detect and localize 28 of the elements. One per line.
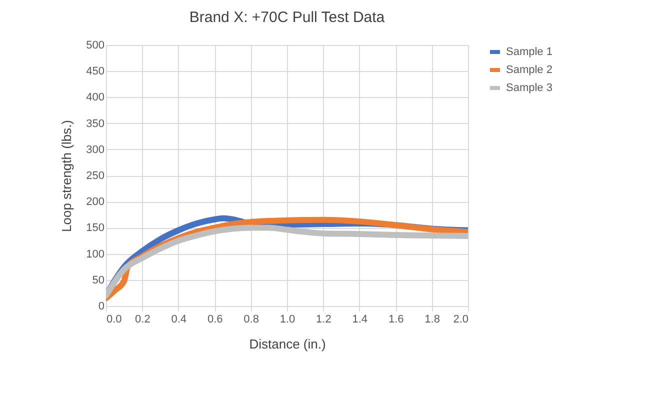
y-tick-label: 0 — [98, 300, 104, 312]
x-tick-label: 0.2 — [135, 314, 150, 326]
y-tick-label: 100 — [86, 248, 104, 260]
x-tick-label: 1.6 — [388, 314, 404, 326]
legend-label: Sample 2 — [506, 64, 552, 76]
y-tick-label: 300 — [86, 144, 104, 156]
x-tick-label: 1.4 — [352, 314, 368, 326]
y-tick-label: 50 — [92, 274, 104, 286]
y-tick-label: 200 — [86, 196, 104, 208]
x-tick-label: 1.0 — [280, 314, 296, 326]
y-tick-label: 350 — [86, 118, 104, 130]
x-tick-label: 0.8 — [244, 314, 259, 326]
chart-title: Brand X: +70C Pull Test Data — [189, 9, 386, 26]
x-axis-title: Distance (in.) — [249, 336, 326, 352]
x-tick-label: 0.6 — [207, 314, 223, 326]
x-tick-label: 0.4 — [171, 314, 187, 326]
y-axis-title: Loop strength (lbs.) — [59, 120, 74, 232]
x-tick-label: 1.2 — [316, 314, 332, 326]
x-tick-label: 1.8 — [424, 314, 440, 326]
legend-label: Sample 1 — [506, 46, 552, 58]
legend-label: Sample 3 — [506, 82, 552, 94]
y-tick-label: 400 — [86, 92, 104, 104]
x-tick-label: 2.0 — [453, 314, 468, 326]
x-tick-label: 0.0 — [106, 314, 122, 326]
y-tick-label: 150 — [86, 222, 104, 234]
y-tick-label: 450 — [86, 66, 104, 78]
y-tick-label: 250 — [86, 170, 104, 182]
y-tick-label: 500 — [86, 40, 104, 52]
